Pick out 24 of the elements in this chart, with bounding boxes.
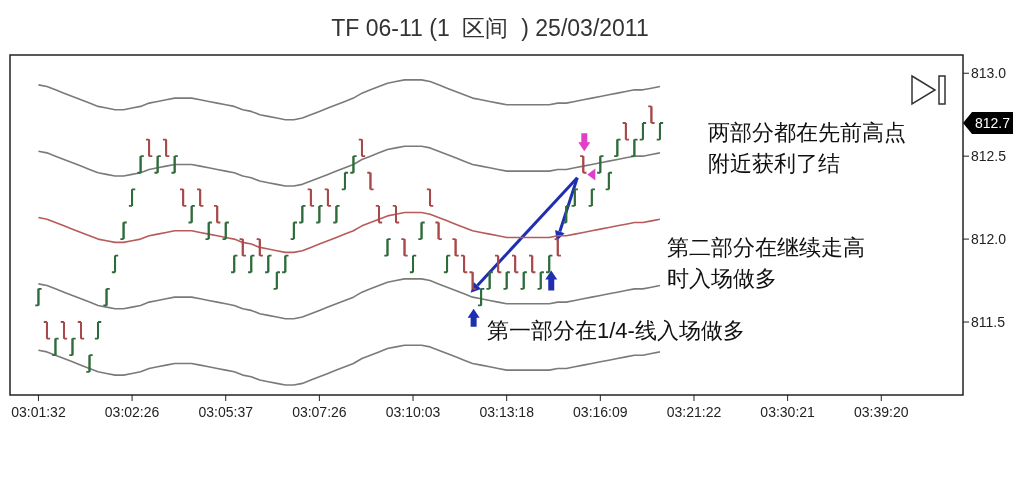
y-tick-label: 813.0 — [971, 65, 1007, 82]
x-tick-label: 03:16:09 — [573, 404, 628, 420]
x-tick-label: 03:13:18 — [479, 404, 535, 420]
x-tick-label: 03:39:20 — [854, 404, 909, 420]
x-tick-label: 03:07:26 — [292, 404, 347, 420]
x-tick-label: 03:21:22 — [666, 404, 722, 420]
line-series — [37, 211, 661, 254]
line-series — [37, 344, 661, 386]
line-series — [37, 145, 661, 187]
y-tick-label: 812.5 — [971, 148, 1007, 165]
annotation: 第二部分在继续走高时入场做多 — [667, 235, 865, 291]
line-series — [37, 79, 661, 121]
x-tick-label: 03:01:32 — [11, 404, 66, 420]
annotation: 两部分都在先前高点附近获利了结 — [708, 120, 906, 176]
text: 812.7 — [975, 115, 1011, 131]
x-tick-label: 03:10:03 — [385, 404, 441, 420]
chart-title: TF 06-11 (1 区间 ) 25/03/2011 — [331, 15, 649, 41]
y-tick-label: 811.5 — [971, 314, 1006, 331]
annotation: 第一部分在1/4-线入场做多 — [487, 318, 745, 343]
y-tick-label: 812.0 — [971, 231, 1007, 248]
x-tick-label: 03:05:37 — [198, 404, 254, 420]
x-tick-label: 03:30:21 — [760, 404, 816, 420]
x-tick-label: 03:02:26 — [104, 404, 160, 420]
line-series — [37, 278, 661, 320]
